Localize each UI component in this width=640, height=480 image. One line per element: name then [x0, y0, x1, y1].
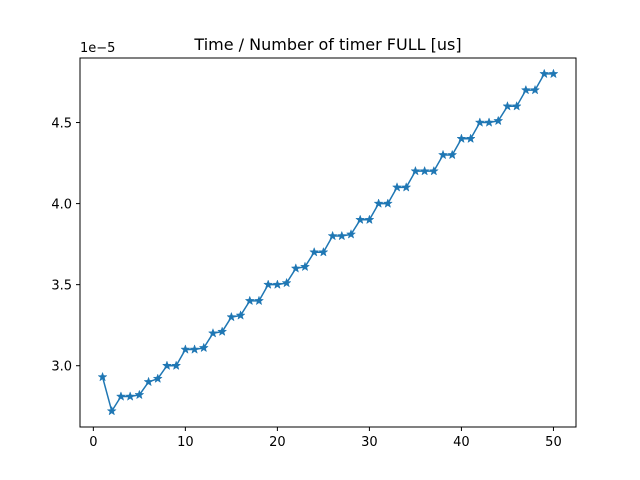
- data-point-star: [410, 165, 421, 176]
- data-point-star: [134, 389, 145, 400]
- data-point-star: [318, 246, 329, 257]
- data-point-star: [253, 295, 265, 306]
- data-point-star: [299, 261, 311, 272]
- data-point-star: [465, 133, 476, 144]
- x-tick-label: 0: [89, 435, 97, 450]
- data-point-star: [171, 360, 182, 371]
- data-point-star: [345, 229, 357, 239]
- data-point-star: [272, 279, 283, 289]
- data-point-star: [493, 115, 504, 126]
- data-point-star: [548, 68, 559, 79]
- data-point-star: [373, 198, 384, 208]
- data-point-star: [502, 100, 513, 111]
- data-point-star: [520, 84, 531, 95]
- data-point-star: [281, 277, 292, 288]
- data-point-star: [152, 373, 163, 383]
- y-axis-offset-label: 1e−5: [80, 41, 115, 56]
- data-point-star: [355, 214, 366, 225]
- data-point-star: [115, 391, 127, 401]
- x-tick-label: 30: [361, 435, 378, 450]
- data-point-star: [207, 327, 219, 338]
- data-point-star: [483, 117, 495, 127]
- data-point-star: [428, 165, 439, 176]
- data-point-star: [474, 117, 485, 127]
- x-tick-label: 50: [545, 435, 562, 450]
- data-point-star: [391, 182, 403, 192]
- data-point-star: [511, 100, 522, 111]
- data-point-star: [189, 344, 200, 354]
- y-tick-label: 3.5: [51, 279, 72, 294]
- x-tick-label: 10: [177, 435, 194, 450]
- data-point-star: [226, 311, 237, 322]
- axis-ticks: 0 10 20 30 40 50 3.0 3.5 4.0 4.5: [51, 117, 561, 450]
- data-point-star: [217, 326, 228, 336]
- plot-series: [97, 68, 559, 416]
- series-line: [101, 73, 554, 412]
- data-point-star: [419, 165, 430, 176]
- data-point-star: [336, 230, 347, 241]
- data-point-star: [529, 84, 541, 95]
- data-point-star: [437, 149, 449, 160]
- data-point-star: [309, 246, 320, 257]
- data-point-star: [106, 405, 117, 416]
- data-point-star: [364, 214, 375, 225]
- data-point-star: [263, 279, 274, 289]
- data-point-star: [97, 371, 108, 382]
- y-tick-label: 3.0: [51, 360, 72, 375]
- data-point-star: [382, 198, 393, 208]
- chart-title: Time / Number of timer FULL [us]: [193, 35, 461, 54]
- data-point-star: [456, 133, 467, 144]
- data-point-star: [235, 310, 246, 320]
- x-tick-label: 20: [269, 435, 286, 450]
- x-tick-label: 40: [453, 435, 470, 450]
- data-point-star: [327, 230, 338, 241]
- plot-area-frame: [79, 57, 577, 428]
- y-tick-label: 4.5: [51, 117, 72, 132]
- data-point-star: [290, 263, 301, 273]
- data-point-star: [447, 149, 458, 160]
- data-point-star: [401, 182, 412, 192]
- data-point-star: [143, 376, 154, 387]
- data-point-star: [539, 68, 550, 79]
- data-point-star: [125, 391, 136, 401]
- y-tick-label: 4.0: [51, 198, 72, 213]
- data-point-star: [244, 295, 255, 306]
- data-point-star: [198, 342, 209, 353]
- data-point-star: [161, 360, 173, 371]
- data-point-star: [180, 344, 191, 354]
